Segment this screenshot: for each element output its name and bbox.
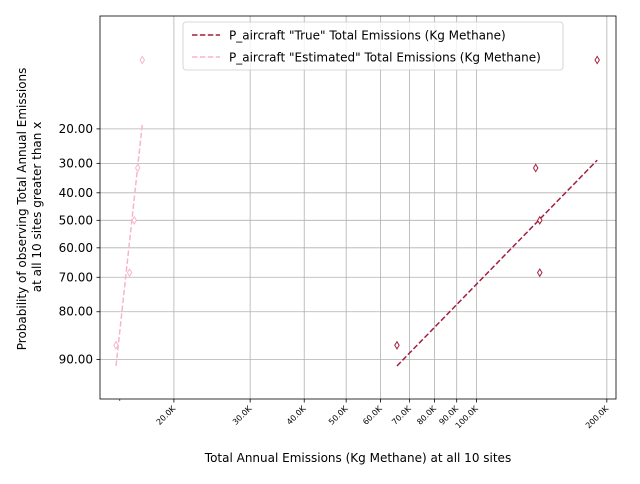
y-axis-label-line-2: at all 10 sites greater than x [30, 122, 44, 293]
y-tick-label: 50.00 [59, 213, 93, 227]
series-0-point [532, 163, 539, 173]
legend: P_aircraft "True" Total Emissions (Kg Me… [182, 21, 564, 71]
series-0-fit-line [396, 159, 598, 367]
series-0-point [536, 268, 543, 278]
grid [100, 16, 616, 399]
y-tick-label: 70.00 [59, 270, 93, 284]
series-0-point [536, 215, 543, 225]
series-0-point [394, 340, 400, 350]
y-axis-label-line-1: Probability of observing Total Annual Em… [15, 68, 29, 351]
plot-frame [99, 15, 617, 400]
y-tick-label: 80.00 [59, 305, 93, 319]
y-tick-label: 20.00 [59, 122, 93, 136]
y-axis-label: Probability of observing Total Annual Em… [15, 64, 44, 350]
legend-label: P_aircraft "True" Total Emissions (Kg Me… [229, 29, 506, 43]
y-tick-label: 90.00 [59, 353, 93, 367]
series-0-point [594, 55, 600, 65]
y-tick-label: 60.00 [59, 241, 93, 255]
y-tick-label: 40.00 [59, 186, 93, 200]
series-1-point [131, 215, 138, 225]
series-1-point [139, 55, 146, 65]
legend-box [182, 21, 564, 71]
x-axis-label: Total Annual Emissions (Kg Methane) at a… [204, 451, 511, 465]
series-points [113, 55, 600, 350]
series-1-point [126, 268, 133, 278]
series-1-point [134, 163, 141, 173]
legend-label: P_aircraft "Estimated" Total Emissions (… [229, 51, 541, 65]
series-1-point [113, 340, 119, 350]
y-tick-label: 30.00 [59, 156, 93, 170]
